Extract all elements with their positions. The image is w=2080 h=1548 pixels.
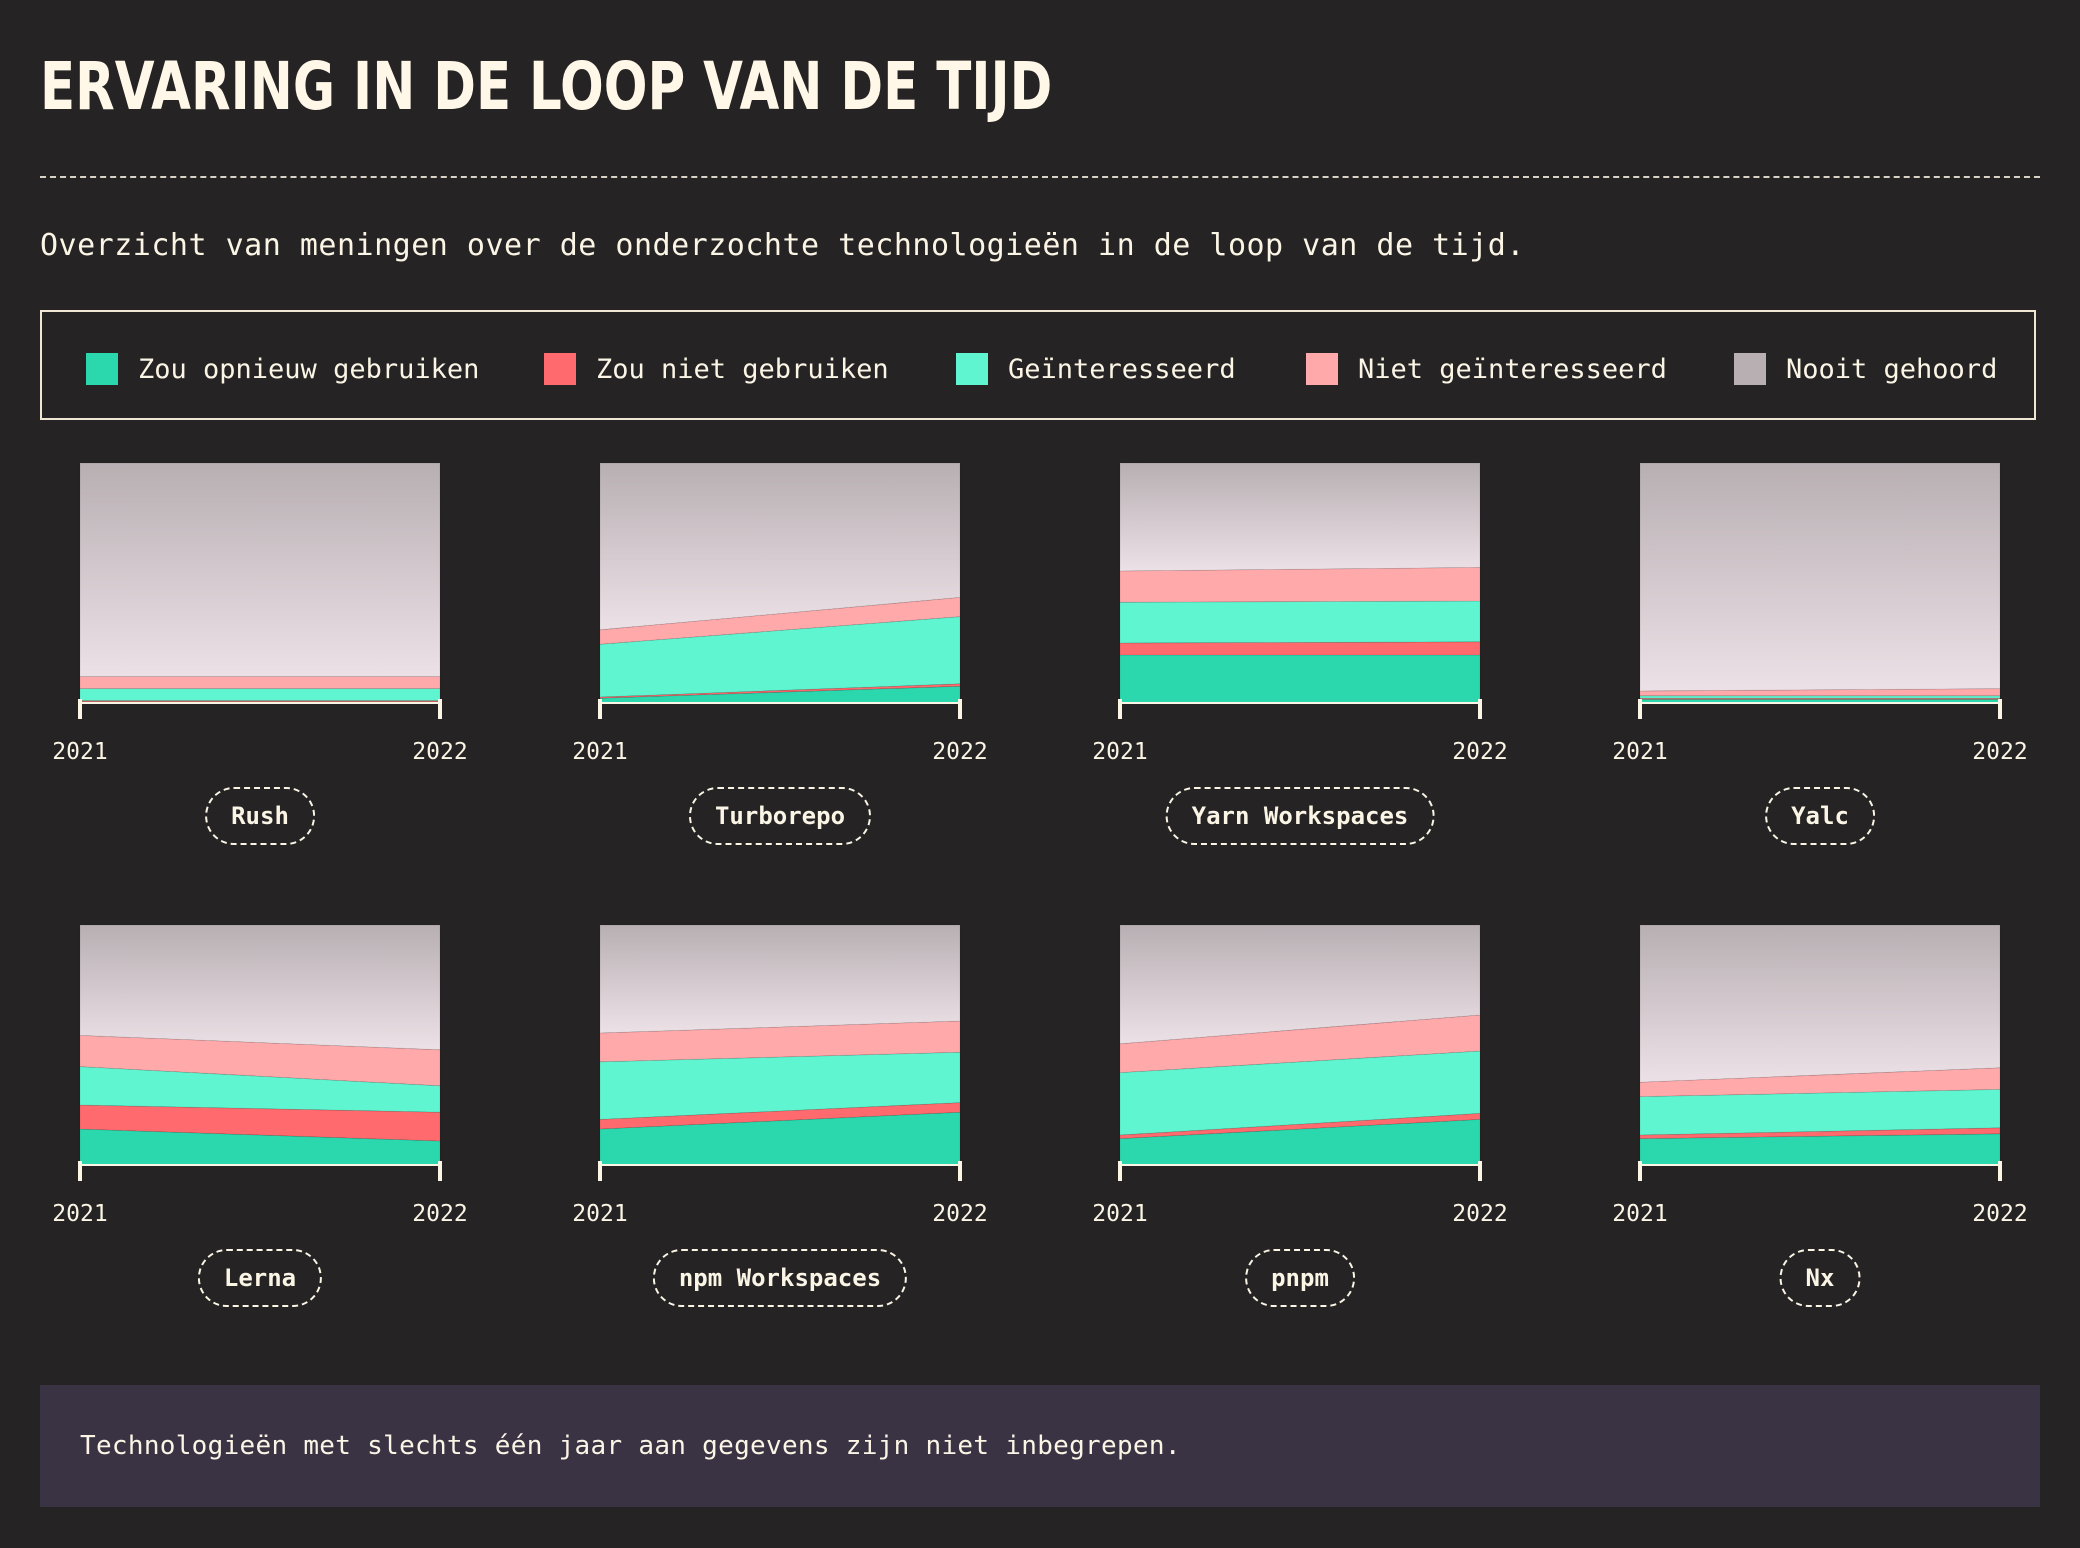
area-not-interested — [79, 676, 441, 689]
footnote-text: Technologieën met slechts één jaar aan g… — [80, 1431, 1181, 1461]
x-tick-label-2022: 2022 — [1452, 1201, 1507, 1227]
chart-turborepo: 2021 2022 Turborepo — [560, 462, 1050, 862]
x-tick-label-2022: 2022 — [1452, 739, 1507, 765]
chart-svg: 2021 2022 — [1092, 924, 1508, 1227]
x-tick-label-2021: 2021 — [572, 739, 627, 765]
area-never-heard — [1639, 462, 2001, 692]
chart-yalc: 2021 2022 Yalc — [1600, 462, 2080, 862]
area-would-use — [1119, 654, 1481, 704]
chart-svg: 2021 2022 — [572, 462, 988, 765]
legend-item-never-heard[interactable]: Nooit gehoord — [1734, 352, 1997, 386]
legend-item-would-use[interactable]: Zou opnieuw gebruiken — [86, 352, 479, 386]
x-tick-label-2022: 2022 — [412, 739, 467, 765]
area-would-use — [1639, 1133, 2001, 1166]
area-never-heard — [1119, 924, 1481, 1045]
title-divider — [40, 176, 2040, 178]
area-never-heard — [599, 462, 961, 631]
legend-label-would-use: Zou opnieuw gebruiken — [138, 353, 480, 385]
x-tick-label-2021: 2021 — [1092, 739, 1147, 765]
legend-swatch-would-use — [86, 353, 118, 385]
x-tick-label-2021: 2021 — [1612, 1201, 1667, 1227]
area-never-heard — [599, 924, 961, 1034]
chart-legend: Zou opnieuw gebruiken Zou niet gebruiken… — [40, 310, 2036, 420]
x-tick-label-2022: 2022 — [1972, 1201, 2027, 1227]
chart-nx: 2021 2022 Nx — [1600, 924, 2080, 1324]
footnote-box: Technologieën met slechts één jaar aan g… — [40, 1385, 2040, 1507]
x-tick-label-2022: 2022 — [412, 1201, 467, 1227]
legend-item-interested[interactable]: Geïnteresseerd — [956, 352, 1236, 386]
chart-title-pill[interactable]: Lerna — [197, 1249, 323, 1307]
area-never-heard — [1119, 462, 1481, 572]
chart-svg: 2021 2022 — [1612, 924, 2028, 1227]
chart-svg: 2021 2022 — [1612, 462, 2028, 765]
area-never-heard — [1639, 924, 2001, 1083]
legend-item-would-not-use[interactable]: Zou niet gebruiken — [544, 352, 889, 386]
legend-label-never-heard: Nooit gehoord — [1786, 353, 1998, 385]
x-tick-label-2022: 2022 — [932, 739, 987, 765]
chart-svg: 2021 2022 — [52, 462, 468, 765]
area-interested — [79, 688, 441, 701]
x-tick-label-2021: 2021 — [52, 739, 107, 765]
chart-title-pill[interactable]: Yalc — [1765, 787, 1875, 845]
x-tick-label-2021: 2021 — [1612, 739, 1667, 765]
chart-title-pill[interactable]: npm Workspaces — [652, 1249, 908, 1307]
chart-rush: 2021 2022 Rush — [40, 462, 530, 862]
page-subtitle: Overzicht van meningen over de onderzoch… — [40, 228, 1525, 263]
chart-pnpm: 2021 2022 pnpm — [1080, 924, 1570, 1324]
chart-title-pill[interactable]: Yarn Workspaces — [1165, 787, 1435, 845]
chart-svg: 2021 2022 — [1092, 462, 1508, 765]
area-interested — [1119, 600, 1481, 644]
x-tick-label-2021: 2021 — [1092, 1201, 1147, 1227]
area-interested — [1639, 1088, 2001, 1136]
area-not-interested — [1119, 566, 1481, 603]
x-tick-label-2021: 2021 — [572, 1201, 627, 1227]
legend-swatch-not-interested — [1306, 353, 1338, 385]
chart-svg: 2021 2022 — [52, 924, 468, 1227]
legend-label-not-interested: Niet geïnteresseerd — [1358, 353, 1667, 385]
chart-title-pill[interactable]: Rush — [205, 787, 315, 845]
area-would-not-use — [1119, 641, 1481, 656]
legend-label-interested: Geïnteresseerd — [1008, 353, 1236, 385]
legend-swatch-interested — [956, 353, 988, 385]
chart-npm-workspaces: 2021 2022 npm Workspaces — [560, 924, 1050, 1324]
x-tick-label-2021: 2021 — [52, 1201, 107, 1227]
legend-item-not-interested[interactable]: Niet geïnteresseerd — [1306, 352, 1667, 386]
chart-svg: 2021 2022 — [572, 924, 988, 1227]
legend-swatch-would-not-use — [544, 353, 576, 385]
chart-title-pill[interactable]: Nx — [1779, 1249, 1861, 1307]
area-never-heard — [79, 462, 441, 677]
x-tick-label-2022: 2022 — [1972, 739, 2027, 765]
chart-title-pill[interactable]: Turborepo — [688, 787, 872, 845]
area-never-heard — [79, 924, 441, 1051]
legend-swatch-never-heard — [1734, 353, 1766, 385]
x-tick-label-2022: 2022 — [932, 1201, 987, 1227]
chart-lerna: 2021 2022 Lerna — [40, 924, 530, 1324]
page-title: Ervaring in de loop van de tijd — [40, 48, 1053, 125]
legend-label-would-not-use: Zou niet gebruiken — [596, 353, 889, 385]
chart-yarn-workspaces: 2021 2022 Yarn Workspaces — [1080, 462, 1570, 862]
chart-title-pill[interactable]: pnpm — [1245, 1249, 1355, 1307]
